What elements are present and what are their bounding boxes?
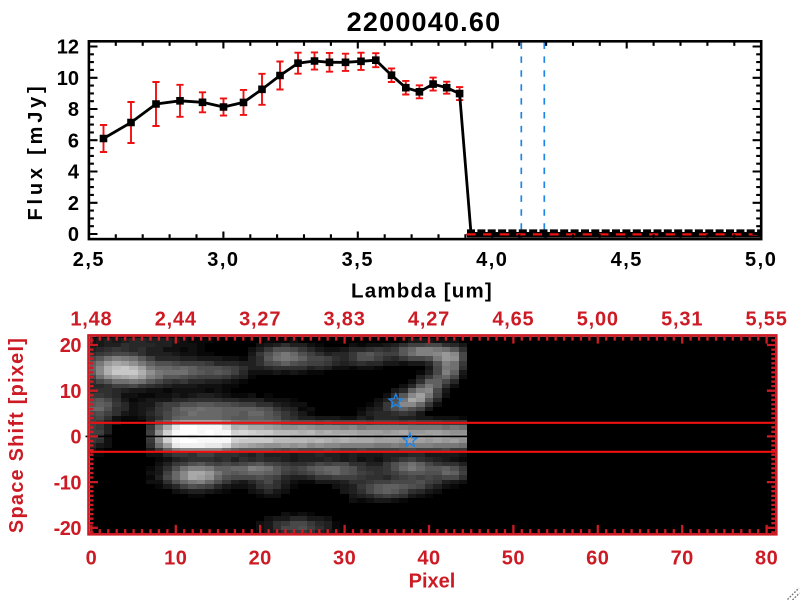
svg-text:Pixel: Pixel [409,571,456,593]
svg-text:4,65: 4,65 [492,309,534,331]
svg-text:10: 10 [60,381,82,403]
svg-text:Flux [mJy]: Flux [mJy] [25,82,47,220]
svg-text:20: 20 [249,548,272,570]
svg-text:4,5: 4,5 [611,249,643,271]
svg-text:2,44: 2,44 [155,309,197,331]
svg-text:3,27: 3,27 [239,309,281,331]
svg-text:0: 0 [70,427,81,449]
svg-text:5,31: 5,31 [661,309,703,331]
svg-text:2,5: 2,5 [73,249,105,271]
svg-text:60: 60 [586,548,609,570]
svg-text:Lambda [um]: Lambda [um] [351,280,493,303]
svg-text:6: 6 [68,130,79,152]
svg-text:Space Shift [pixel]: Space Shift [pixel] [6,337,28,533]
svg-text:2200040.60: 2200040.60 [347,7,502,37]
svg-text:-10: -10 [54,472,82,494]
svg-text:3,5: 3,5 [342,249,374,271]
svg-text:4,27: 4,27 [408,309,450,331]
svg-text:3,83: 3,83 [324,309,366,331]
svg-text:4,0: 4,0 [476,249,508,271]
svg-text:5,00: 5,00 [577,309,619,331]
svg-text:20: 20 [60,335,82,357]
svg-text:10: 10 [57,68,79,90]
svg-text:-20: -20 [54,518,82,540]
svg-text:50: 50 [502,548,525,570]
svg-text:2: 2 [68,193,79,215]
svg-text:80: 80 [755,548,778,570]
svg-text:30: 30 [333,548,356,570]
svg-text:4: 4 [68,162,80,184]
svg-text:40: 40 [417,548,440,570]
svg-text:5,0: 5,0 [745,249,777,271]
svg-text:12: 12 [57,37,79,59]
svg-text:1,48: 1,48 [70,309,112,331]
svg-text:0: 0 [86,548,98,570]
svg-text:8: 8 [68,99,79,121]
svg-text:10: 10 [164,548,187,570]
svg-text:70: 70 [671,548,694,570]
svg-text:0: 0 [68,224,79,246]
svg-text:5,55: 5,55 [746,309,788,331]
svg-text:3,0: 3,0 [207,249,239,271]
